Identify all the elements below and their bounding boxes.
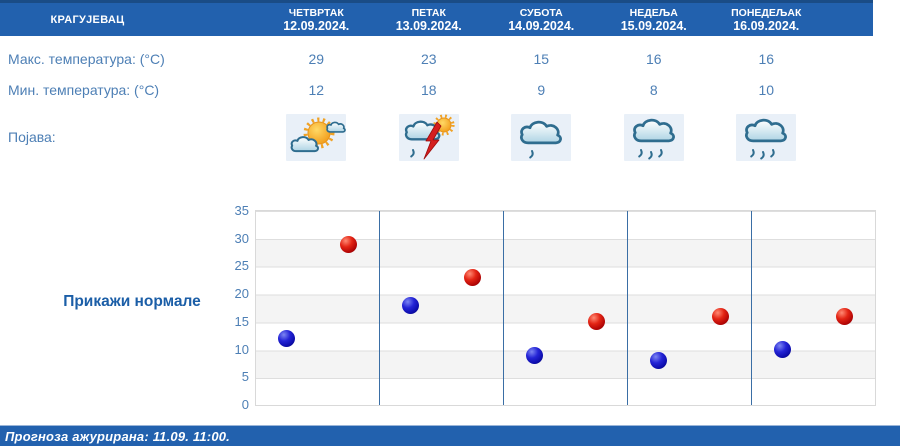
- forecast-updated-text: Прогноза ажурирана: 11.09. 11:00.: [5, 428, 230, 444]
- max-temp-dot: [711, 307, 729, 325]
- chart-y-axis: 0 5 10 15 20 25 30 35: [215, 203, 249, 412]
- min-temp-value: 10: [758, 82, 775, 98]
- weather-icon-tile: [398, 113, 459, 161]
- max-temp-value: 16: [758, 51, 775, 67]
- weather-icon-tile: [511, 113, 572, 161]
- day-date: 12.09.2024.: [283, 18, 350, 33]
- day-name: ЧЕТВРТАК: [288, 6, 344, 19]
- y-axis-tick-label: 10: [234, 341, 249, 357]
- min-temp-value: 8: [649, 82, 658, 98]
- max-temp-value: 16: [645, 51, 662, 67]
- max-temp-dot: [835, 307, 853, 325]
- min-temp-value: 18: [420, 82, 437, 98]
- day-separator-line: [626, 211, 628, 405]
- day-date: 13.09.2024.: [395, 18, 462, 33]
- phenomena-label: Појава:: [8, 129, 56, 145]
- y-axis-tick-label: 35: [234, 203, 249, 218]
- weather-icon-tile: [736, 113, 797, 161]
- max-temp-row: Макс. температура: (°C) 29 23 15 16 16: [0, 48, 873, 70]
- rain-icon: [745, 118, 788, 159]
- day-column-header: ЧЕТВРТАК 12.09.2024.: [260, 3, 373, 36]
- min-temp-dot: [526, 346, 544, 364]
- day-column-header: СУБОТА 14.09.2024.: [485, 3, 598, 36]
- day-separator-line: [379, 211, 381, 405]
- day-name: СУБОТА: [519, 6, 563, 19]
- min-temp-dot: [278, 329, 296, 347]
- min-temp-row: Мин. температура: (°C) 12 18 9 8 10: [0, 79, 873, 101]
- day-date: 14.09.2024.: [508, 18, 575, 33]
- min-temp-label: Мин. температура: (°C): [8, 82, 160, 98]
- day-separator-line: [750, 211, 752, 405]
- forecast-header-bar: КРАГУЈЕВАЦ ЧЕТВРТАК 12.09.2024. ПЕТАК 13…: [0, 0, 873, 36]
- thunderstorm-rain-sun-icon: [404, 113, 455, 159]
- max-temp-dot: [464, 269, 482, 286]
- y-axis-tick-label: 15: [234, 313, 249, 329]
- max-temp-value: 15: [533, 51, 550, 67]
- day-column-header: ПОНЕДЕЉАК 16.09.2024.: [710, 3, 823, 36]
- rain-icon: [632, 118, 675, 159]
- day-date: 15.09.2024.: [620, 18, 687, 33]
- max-temp-label: Макс. температура: (°C): [8, 51, 165, 67]
- y-axis-tick-label: 20: [234, 286, 249, 302]
- max-temp-dot: [340, 235, 358, 253]
- partly-cloudy-icon: [290, 117, 347, 152]
- day-name: ПЕТАК: [411, 6, 446, 19]
- light-rain-icon: [520, 120, 563, 158]
- city-name: КРАГУЈЕВАЦ: [50, 13, 125, 26]
- day-name: НЕДЕЉА: [629, 6, 678, 19]
- min-temp-dot: [773, 341, 791, 359]
- y-axis-tick-label: 30: [234, 230, 249, 246]
- weather-icon-tile: [286, 113, 347, 161]
- day-column-header: НЕДЕЉА 15.09.2024.: [598, 3, 711, 36]
- y-axis-tick-label: 5: [241, 369, 249, 385]
- min-temp-value: 9: [537, 82, 546, 98]
- min-temp-dot: [402, 296, 420, 314]
- day-name: ПОНЕДЕЉАК: [731, 6, 802, 19]
- phenomena-row: Појава:: [0, 112, 873, 162]
- max-temp-dot: [587, 313, 605, 331]
- y-axis-tick-label: 25: [234, 258, 249, 274]
- day-column-header: ПЕТАК 13.09.2024.: [373, 3, 486, 36]
- day-separator-line: [503, 211, 505, 405]
- max-temp-value: 23: [420, 51, 437, 67]
- day-date: 16.09.2024.: [733, 18, 800, 33]
- show-normals-button[interactable]: Прикажи нормале: [63, 293, 201, 310]
- max-temp-value: 29: [308, 51, 325, 67]
- y-axis-tick-label: 0: [241, 397, 249, 412]
- weather-icon-tile: [623, 113, 684, 161]
- min-temp-value: 12: [308, 82, 325, 98]
- min-temp-dot: [649, 352, 667, 370]
- footer-status-bar: Прогноза ажурирана: 11.09. 11:00.: [0, 425, 900, 446]
- temperature-chart-plot: [255, 210, 876, 406]
